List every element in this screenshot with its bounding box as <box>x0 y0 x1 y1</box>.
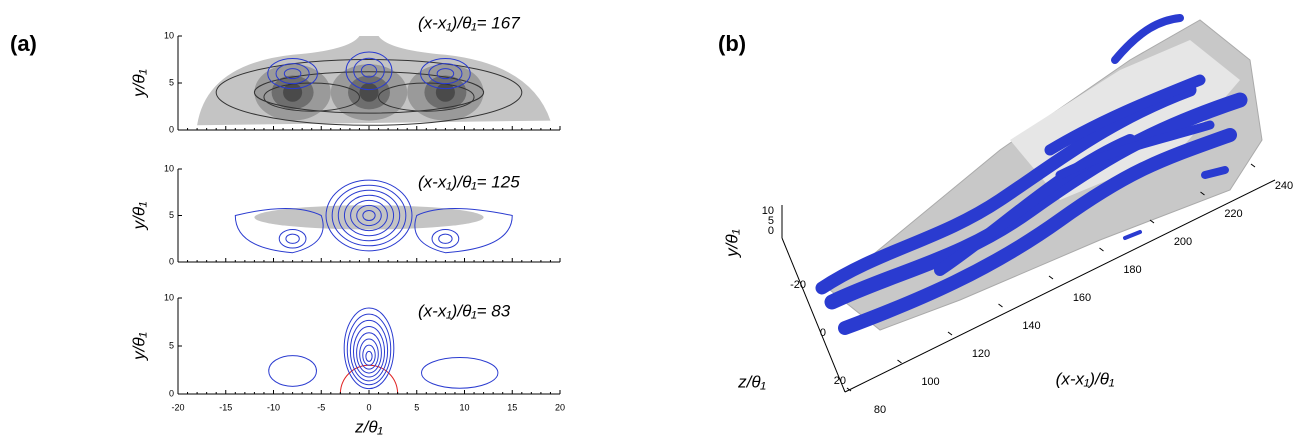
y-axis-label: y/θ₁ <box>129 202 148 231</box>
y-tick-label: 0 <box>169 256 174 266</box>
x-axis-label: z/θ₁ <box>354 417 383 436</box>
contour <box>359 83 378 102</box>
y-axis-label: y/θ₁ <box>129 332 148 361</box>
y-tick-label: 5 <box>169 210 174 220</box>
z-axis-label: z/θ₁ <box>737 372 766 391</box>
x-tick <box>1049 276 1053 279</box>
contour <box>436 83 455 102</box>
subplot: 0 5 10 y/θ₁ (x-x₁)/θ₁= 167 <box>129 13 560 134</box>
panel-a: 0 5 10 y/θ₁ (x-x₁)/θ₁= 167 0 5 10 y/θ₁ (x-x₁)/θ₁=… <box>129 13 565 412</box>
x-tick <box>1251 164 1255 167</box>
z-tick-label: 0 <box>820 327 826 339</box>
panel-label: (b) <box>718 31 746 56</box>
y-tick-label: 5 <box>169 340 174 350</box>
x-tick-label: -5 <box>317 402 325 412</box>
tube <box>1205 170 1225 175</box>
contour <box>286 234 299 243</box>
x-tick-label: 100 <box>921 376 939 388</box>
tube <box>1125 232 1140 238</box>
x-tick-label: -20 <box>171 402 184 412</box>
contour <box>283 83 302 102</box>
x-tick-label: 15 <box>507 402 517 412</box>
z-tick-label: 20 <box>834 375 846 387</box>
x-tick-label: 200 <box>1174 236 1192 248</box>
subplot-title: (x-x₁)/θ₁= 125 <box>418 172 520 191</box>
z-tick-label: -20 <box>790 279 806 291</box>
y-tick-label: 0 <box>169 388 174 398</box>
contour <box>422 358 498 389</box>
subplot: 0 5 10 y/θ₁ (x-x₁)/θ₁= 83 <box>129 292 560 398</box>
x-tick-label: 80 <box>874 404 886 416</box>
contour <box>279 229 306 248</box>
x-tick-label: -15 <box>219 402 232 412</box>
contour <box>350 320 387 380</box>
y-axis-label: y/θ₁ <box>722 229 741 258</box>
contour <box>432 229 459 248</box>
x-tick-label: 5 <box>414 402 419 412</box>
y-tick-label: 0 <box>169 124 174 134</box>
subplot-title: (x-x₁)/θ₁= 167 <box>418 13 520 32</box>
subplot: 0 5 10 y/θ₁ (x-x₁)/θ₁= 125 <box>129 163 560 266</box>
x-axis-label: (x-x₁)/θ₁ <box>1056 369 1115 388</box>
contour <box>363 345 375 365</box>
x-tick-label: 120 <box>972 348 990 360</box>
page: {"panel_a": {"label": "(a)", "plots": [ … <box>0 0 1298 438</box>
y-tick-label: 10 <box>164 30 174 40</box>
y-tick-label: 10 <box>164 163 174 173</box>
x-tick <box>1100 248 1104 251</box>
x-tick-label: 160 <box>1073 292 1091 304</box>
subplot-title: (x-x₁)/θ₁= 83 <box>418 301 511 320</box>
y-axis-label: y/θ₁ <box>129 69 148 98</box>
contour <box>439 234 452 243</box>
isosurfaces <box>782 18 1275 392</box>
x-tick-label: -10 <box>267 402 280 412</box>
panel-label: (a) <box>10 31 37 56</box>
y-tick-label: 5 <box>169 77 174 87</box>
x-tick-label: 180 <box>1123 264 1141 276</box>
x-tick-label: 240 <box>1275 180 1293 192</box>
x-tick-label: 220 <box>1224 208 1242 220</box>
z-axis <box>782 238 845 392</box>
x-tick-label: 140 <box>1022 320 1040 332</box>
x-tick <box>898 360 902 363</box>
contour <box>366 351 372 361</box>
x-tick-label: 10 <box>459 402 469 412</box>
x-tick-label: 20 <box>555 402 565 412</box>
y-tick-label: 10 <box>164 292 174 302</box>
y-tick-label: 0 <box>768 225 774 237</box>
figure: (a) (b) z/θ₁ 0 5 10 y/θ₁ (x-x₁)/θ₁= 167 0 5 10 y… <box>0 0 1298 438</box>
x-tick <box>948 332 952 335</box>
x-tick-label: 0 <box>366 402 371 412</box>
x-tick <box>999 304 1003 307</box>
contour <box>269 356 317 387</box>
